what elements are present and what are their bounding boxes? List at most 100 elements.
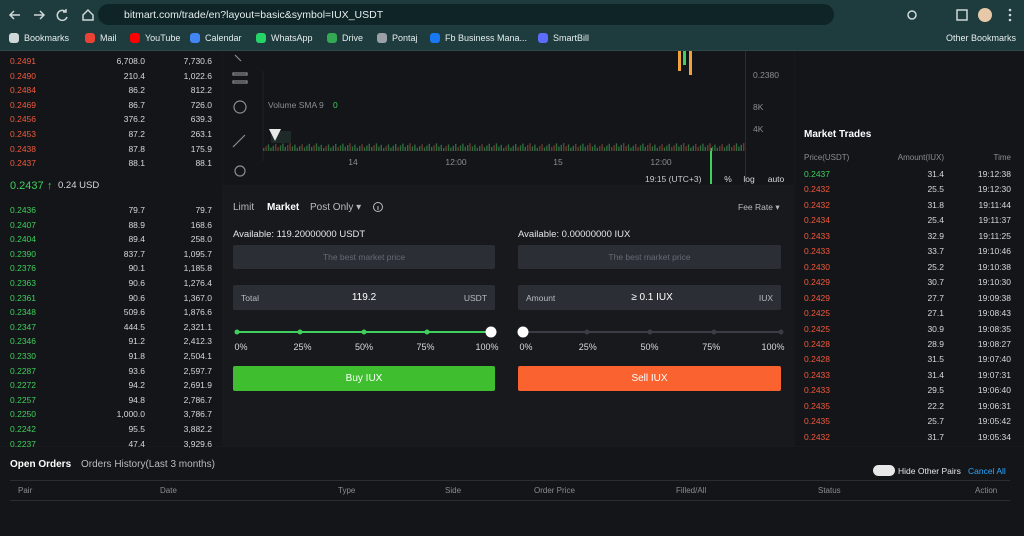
bookmark[interactable]: Bookmarks (24, 33, 70, 43)
profile-avatar[interactable] (978, 8, 992, 22)
trade-amount: 30.9 (927, 323, 944, 334)
bookmark[interactable]: Calendar (205, 33, 242, 43)
fee-rate[interactable]: Fee Rate ▾ (738, 202, 780, 212)
volume-bar-decoration (584, 146, 586, 151)
cancel-all[interactable]: Cancel All (968, 466, 1006, 476)
other-bookmarks[interactable]: Other Bookmarks (946, 33, 1017, 43)
bookmark[interactable]: Fb Business Mana... (445, 33, 528, 43)
bookmark[interactable]: SmartBill (553, 33, 590, 43)
bid-total: 1,276.4 (183, 278, 212, 288)
hide-pairs-toggle[interactable] (873, 465, 895, 476)
volume-bar-decoration (361, 144, 363, 151)
volume-bar-decoration (267, 144, 270, 151)
volume-bar-decoration (721, 144, 723, 151)
bookmark[interactable]: Pontaj (392, 33, 418, 43)
bookmark[interactable]: Mail (100, 33, 117, 43)
volume-bar-decoration (683, 143, 685, 151)
reload-icon[interactable] (56, 9, 68, 22)
forward-icon[interactable] (34, 10, 46, 20)
trade-time: 19:10:30 (977, 277, 1011, 288)
volume-bar-decoration (572, 145, 574, 151)
orders-column: Filled/All (676, 486, 707, 495)
volume-bar-decoration (476, 147, 478, 151)
trade-amount: 27.1 (927, 308, 944, 319)
volume-bar-decoration (608, 143, 610, 151)
volume-bar-decoration (332, 145, 334, 151)
home-icon[interactable] (82, 8, 94, 21)
volume-bar-decoration (515, 144, 517, 151)
slider-label: 0% (234, 342, 248, 352)
sell-slider-handle[interactable] (517, 326, 529, 338)
order-type-tab[interactable]: Limit (233, 202, 255, 213)
bid-price: 0.2250 (10, 409, 36, 420)
ask-price: 0.2453 (10, 129, 36, 139)
bid-total: 2,597.7 (183, 365, 212, 376)
url-text[interactable]: bitmart.com/trade/en?layout=basic&symbol… (124, 9, 384, 21)
hide-other-pairs[interactable]: Hide Other Pairs (898, 466, 961, 476)
volume-bar-decoration (507, 144, 510, 151)
volume-bar-decoration (697, 147, 699, 151)
volume-bar-decoration (680, 144, 682, 151)
chart-option[interactable]: log (743, 174, 755, 184)
orders-tab[interactable]: Orders History(Last 3 months) (81, 459, 215, 470)
volume-bar-decoration (368, 143, 370, 151)
trade-price: 0.2428 (804, 354, 830, 365)
volume-bar-decoration (558, 146, 560, 151)
buy-button[interactable] (233, 366, 495, 391)
ask-total: 726.0 (190, 99, 212, 110)
sell-amount-input[interactable] (518, 285, 781, 310)
buy-slider-handle[interactable] (485, 326, 497, 338)
ask-total: 7,730.6 (183, 56, 212, 66)
trade-amount: 33.7 (927, 246, 944, 257)
market-trades-title: Market Trades (804, 129, 872, 140)
volume-bar-decoration (270, 147, 272, 151)
order-button[interactable]: Sell IUX (631, 373, 668, 384)
bookmark[interactable]: Drive (342, 33, 364, 43)
volume-bar-decoration (632, 145, 634, 151)
slider-label: 0% (519, 342, 533, 352)
bookmark[interactable]: WhatsApp (271, 33, 313, 43)
trade-time: 19:08:35 (977, 323, 1011, 334)
ask-amount: 87.8 (128, 143, 145, 154)
volume-bar-decoration (647, 145, 649, 151)
volume-bar-decoration (342, 143, 344, 151)
volume-bar-decoration (606, 145, 608, 151)
order-type-tab[interactable]: Market (267, 202, 300, 213)
sliders (234, 326, 784, 338)
sell-price-input[interactable] (518, 245, 781, 269)
chart-option[interactable]: % (724, 174, 732, 184)
trade-amount: 25.5 (927, 184, 944, 195)
bid-total: 3,929.6 (183, 438, 212, 449)
bookmark[interactable]: YouTube (145, 33, 181, 43)
ask-price: 0.2484 (10, 85, 36, 96)
back-icon[interactable] (8, 10, 20, 20)
order-button[interactable]: Buy IUX (345, 373, 383, 384)
trade-amount: 29.5 (927, 385, 944, 396)
volume-bar-decoration (303, 147, 306, 151)
volume-bar-decoration (411, 146, 414, 151)
orders-tab[interactable]: Open Orders (10, 459, 72, 470)
trade-price: 0.2428 (804, 338, 830, 349)
browser-icons (8, 8, 1012, 22)
volume-bar-decoration (433, 145, 435, 151)
volume-bar-decoration (399, 145, 402, 151)
volume-bar-decoration (714, 144, 716, 151)
order-type-tab[interactable]: Post Only ▾ (310, 202, 362, 213)
sell-button[interactable] (518, 366, 781, 391)
address-bar[interactable] (98, 4, 834, 25)
volume-bar-decoration (299, 146, 301, 151)
bid-price: 0.2347 (10, 321, 36, 332)
bid-total: 168.6 (190, 219, 212, 230)
sidebar-icon[interactable] (956, 9, 968, 21)
volume-bar-decoration (325, 146, 327, 151)
volume-bar-decoration (512, 145, 514, 151)
volume-bar-decoration (416, 147, 418, 151)
buy-price-input[interactable] (233, 245, 495, 269)
info-icon[interactable] (372, 201, 384, 213)
star-icon[interactable] (907, 10, 917, 20)
orders-header-divider (10, 500, 1010, 501)
ask-amount: 210.4 (123, 70, 145, 81)
chart-option[interactable]: auto (767, 174, 785, 184)
buy-total-input[interactable] (233, 285, 495, 310)
volume-bar-decoration (738, 146, 740, 151)
